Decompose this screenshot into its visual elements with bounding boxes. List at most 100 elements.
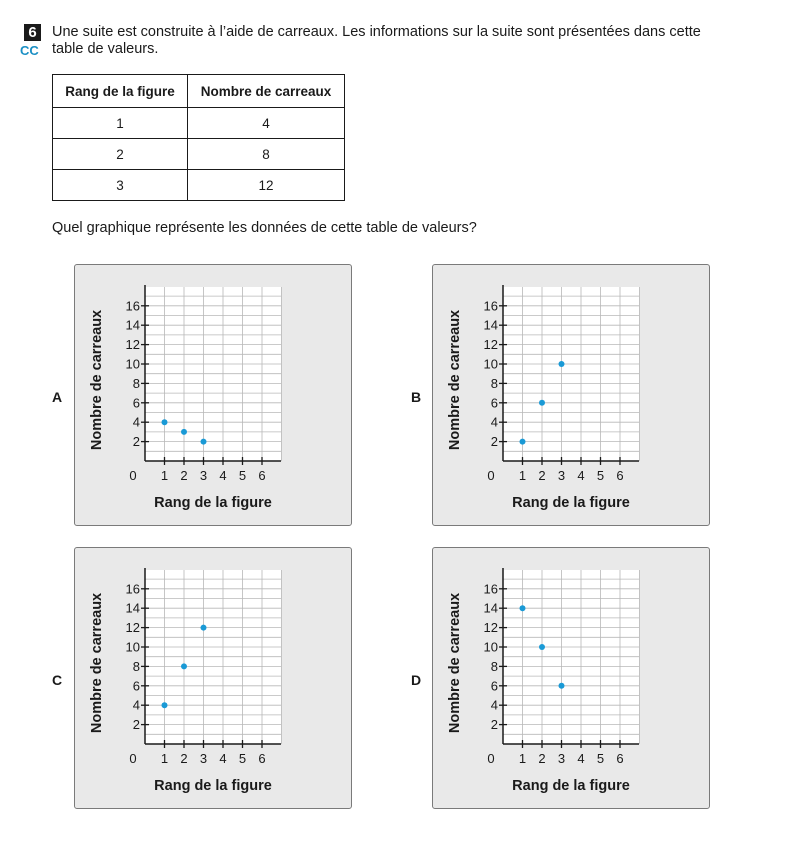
x-tick-label: 5 — [239, 751, 246, 766]
y-tick-label: 16 — [126, 298, 140, 313]
x-tick-label: 1 — [519, 751, 526, 766]
y-tick-label: 4 — [491, 415, 498, 430]
y-axis-title: Nombre de carreaux — [89, 593, 105, 733]
option-c-graph[interactable]: 2 4 6 8 10 12 14 16 0 1 2 3 4 5 6 Rang de la figure Nomb… — [74, 547, 352, 809]
y-tick-label: 6 — [133, 395, 140, 410]
x-tick-label: 0 — [129, 468, 136, 483]
table-row: 1 4 — [52, 107, 345, 139]
x-tick-label: 0 — [487, 751, 494, 766]
values-table: Rang de la figure Nombre de carreaux 1 4… — [52, 74, 345, 201]
y-axis-title: Nombre de carreaux — [89, 310, 105, 450]
option-d-letter[interactable]: D — [411, 672, 422, 688]
x-axis-title: Rang de la figure — [154, 495, 272, 511]
x-axis-title: Rang de la figure — [154, 778, 272, 794]
stem-line-1: Une suite est construite à l’aide de car… — [52, 24, 701, 40]
y-tick-label: 14 — [484, 318, 498, 333]
x-tick-label: 3 — [200, 468, 207, 483]
x-axis-title: Rang de la figure — [512, 778, 630, 794]
y-tick-label: 10 — [484, 357, 498, 372]
x-tick-label: 4 — [577, 751, 584, 766]
y-axis-title: Nombre de carreaux — [447, 593, 463, 733]
x-tick-label: 2 — [180, 468, 187, 483]
option-c-letter[interactable]: C — [52, 672, 63, 688]
data-point — [181, 428, 187, 435]
x-tick-label: 3 — [200, 751, 207, 766]
x-tick-label: 1 — [519, 468, 526, 483]
option-a-graph[interactable]: 2 4 6 8 10 12 14 16 0 1 2 3 4 5 6 Rang de la figure Nomb… — [74, 264, 352, 526]
x-tick-label: 3 — [558, 751, 565, 766]
question-stem: Une suite est construite à l’aide de car… — [52, 24, 742, 58]
y-tick-label: 10 — [484, 640, 498, 655]
data-point — [161, 702, 168, 709]
y-tick-label: 14 — [126, 318, 140, 333]
data-point — [558, 682, 565, 689]
data-point — [519, 438, 526, 445]
y-tick-label: 2 — [491, 717, 498, 732]
option-d-graph[interactable]: 2 4 6 8 10 12 14 16 0 1 2 3 4 5 6 Rang de la figure Nomb… — [432, 547, 710, 809]
y-axis-title: Nombre de carreaux — [447, 310, 463, 450]
option-a-letter[interactable]: A — [52, 389, 63, 405]
x-tick-label: 3 — [558, 468, 565, 483]
data-point — [200, 624, 207, 631]
y-tick-label: 6 — [133, 678, 140, 693]
y-tick-label: 6 — [491, 678, 498, 693]
data-point — [539, 644, 545, 650]
stem-line-2: table de valeurs. — [52, 41, 159, 57]
y-tick-label: 4 — [133, 698, 140, 713]
option-b-letter[interactable]: B — [411, 389, 422, 405]
option-b-graph[interactable]: 2 4 6 8 10 12 14 16 0 1 2 3 4 5 6 Rang de la figure Nomb… — [432, 264, 710, 526]
x-tick-label: 5 — [597, 468, 604, 483]
y-tick-label: 12 — [484, 620, 498, 635]
x-tick-label: 4 — [219, 468, 226, 483]
x-tick-label: 4 — [219, 751, 226, 766]
table-header-rank: Rang de la figure — [52, 74, 188, 108]
y-tick-label: 12 — [126, 337, 140, 352]
x-tick-label: 1 — [161, 468, 168, 483]
table-cell: 3 — [52, 169, 188, 201]
table-cell: 12 — [187, 169, 345, 201]
table-cell: 8 — [187, 138, 345, 170]
y-tick-label: 16 — [484, 581, 498, 596]
table-row: 2 8 — [52, 138, 345, 170]
data-point — [539, 399, 545, 406]
data-point — [181, 663, 187, 670]
question-tag: CC — [20, 43, 39, 58]
table-header-row: Rang de la figure Nombre de carreaux — [52, 74, 345, 108]
x-axis-title: Rang de la figure — [512, 495, 630, 511]
y-tick-label: 10 — [126, 357, 140, 372]
x-tick-label: 6 — [258, 751, 265, 766]
table-header-tiles: Nombre de carreaux — [187, 74, 345, 108]
x-tick-label: 1 — [161, 751, 168, 766]
y-tick-label: 16 — [484, 298, 498, 313]
y-tick-label: 2 — [491, 434, 498, 449]
x-tick-label: 2 — [180, 751, 187, 766]
x-tick-label: 6 — [616, 468, 623, 483]
y-tick-label: 6 — [491, 395, 498, 410]
table-cell: 2 — [52, 138, 188, 170]
y-tick-label: 14 — [126, 601, 140, 616]
y-tick-label: 8 — [133, 659, 140, 674]
y-tick-label: 14 — [484, 601, 498, 616]
x-tick-label: 5 — [597, 751, 604, 766]
x-tick-label: 2 — [538, 468, 545, 483]
y-tick-label: 2 — [133, 434, 140, 449]
table-row: 3 12 — [52, 169, 345, 201]
question-number: 6 — [24, 24, 41, 41]
y-tick-label: 12 — [126, 620, 140, 635]
data-point — [519, 605, 526, 612]
x-tick-label: 0 — [129, 751, 136, 766]
x-tick-label: 5 — [239, 468, 246, 483]
table-cell: 1 — [52, 107, 188, 139]
y-tick-label: 12 — [484, 337, 498, 352]
data-point — [558, 361, 565, 367]
x-tick-label: 6 — [616, 751, 623, 766]
x-tick-label: 4 — [577, 468, 584, 483]
table-cell: 4 — [187, 107, 345, 139]
y-tick-label: 4 — [133, 415, 140, 430]
y-tick-label: 8 — [491, 659, 498, 674]
x-tick-label: 0 — [487, 468, 494, 483]
data-point — [200, 438, 207, 445]
